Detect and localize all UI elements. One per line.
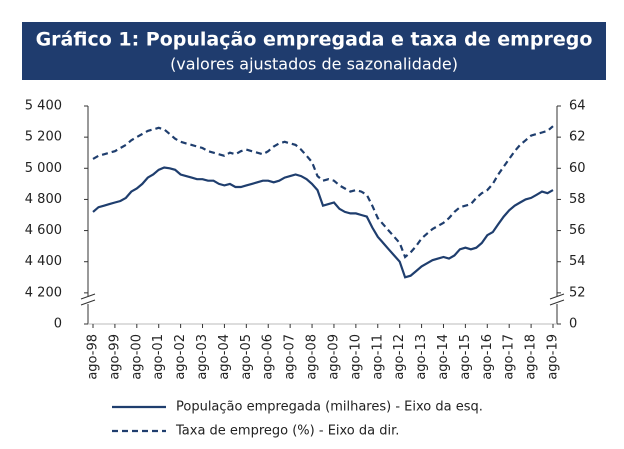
x-tick-label: ago-15 <box>458 334 473 380</box>
legend-label: População empregada (milhares) - Eixo da… <box>176 400 483 415</box>
y2-tick-label: 64 <box>569 99 586 114</box>
x-tick-label: ago-13 <box>414 334 429 380</box>
chart-subtitle: (valores ajustados de sazonalidade) <box>170 55 458 74</box>
x-tick-label: ago-05 <box>239 334 254 380</box>
y2-tick-label: 0 <box>569 317 577 332</box>
x-tick-label: ago-17 <box>502 334 517 380</box>
y-tick-label: 5 000 <box>25 161 62 176</box>
axis-break <box>80 293 96 300</box>
series-line <box>92 125 554 259</box>
y2-tick-label: 62 <box>569 130 586 145</box>
chart-title: Gráfico 1: População empregada e taxa de… <box>36 29 593 51</box>
x-tick-label: ago-16 <box>480 334 495 380</box>
axis-break <box>549 299 565 306</box>
y-tick-label: 4 200 <box>25 285 62 300</box>
x-tick-label: ago-01 <box>151 334 166 380</box>
y-tick-label: 5 200 <box>25 130 62 145</box>
y2-tick-label: 52 <box>569 285 586 300</box>
y2-tick-label: 54 <box>569 254 586 269</box>
x-tick-label: ago-99 <box>107 334 122 380</box>
x-tick-label: ago-00 <box>129 334 144 380</box>
x-tick-label: ago-12 <box>392 334 407 380</box>
y-tick-label: 5 400 <box>25 99 62 114</box>
x-tick-label: ago-06 <box>261 334 276 380</box>
x-tick-label: ago-14 <box>436 334 451 380</box>
axis-break <box>80 299 96 306</box>
x-tick-label: ago-04 <box>217 334 232 380</box>
y2-tick-label: 56 <box>569 223 586 238</box>
y-tick-label: 4 600 <box>25 223 62 238</box>
x-tick-label: ago-02 <box>173 334 188 380</box>
axis-break <box>549 293 565 300</box>
legend-label: Taxa de emprego (%) - Eixo da dir. <box>175 424 399 439</box>
x-tick-label: ago-98 <box>86 334 101 380</box>
x-tick-label: ago-10 <box>348 334 363 380</box>
y2-tick-label: 58 <box>569 192 586 207</box>
y-tick-label: 0 <box>54 317 62 332</box>
x-tick-label: ago-19 <box>546 334 561 380</box>
x-tick-label: ago-08 <box>305 334 320 380</box>
title-banner <box>22 22 606 80</box>
y-tick-label: 4 400 <box>25 254 62 269</box>
x-tick-label: ago-03 <box>195 334 210 380</box>
x-tick-label: ago-07 <box>283 334 298 380</box>
y-tick-label: 4 800 <box>25 192 62 207</box>
x-tick-label: ago-11 <box>370 334 385 380</box>
x-tick-label: ago-09 <box>326 334 341 380</box>
y2-tick-label: 60 <box>569 161 586 176</box>
series-line <box>92 166 554 279</box>
x-tick-label: ago-18 <box>524 334 539 380</box>
